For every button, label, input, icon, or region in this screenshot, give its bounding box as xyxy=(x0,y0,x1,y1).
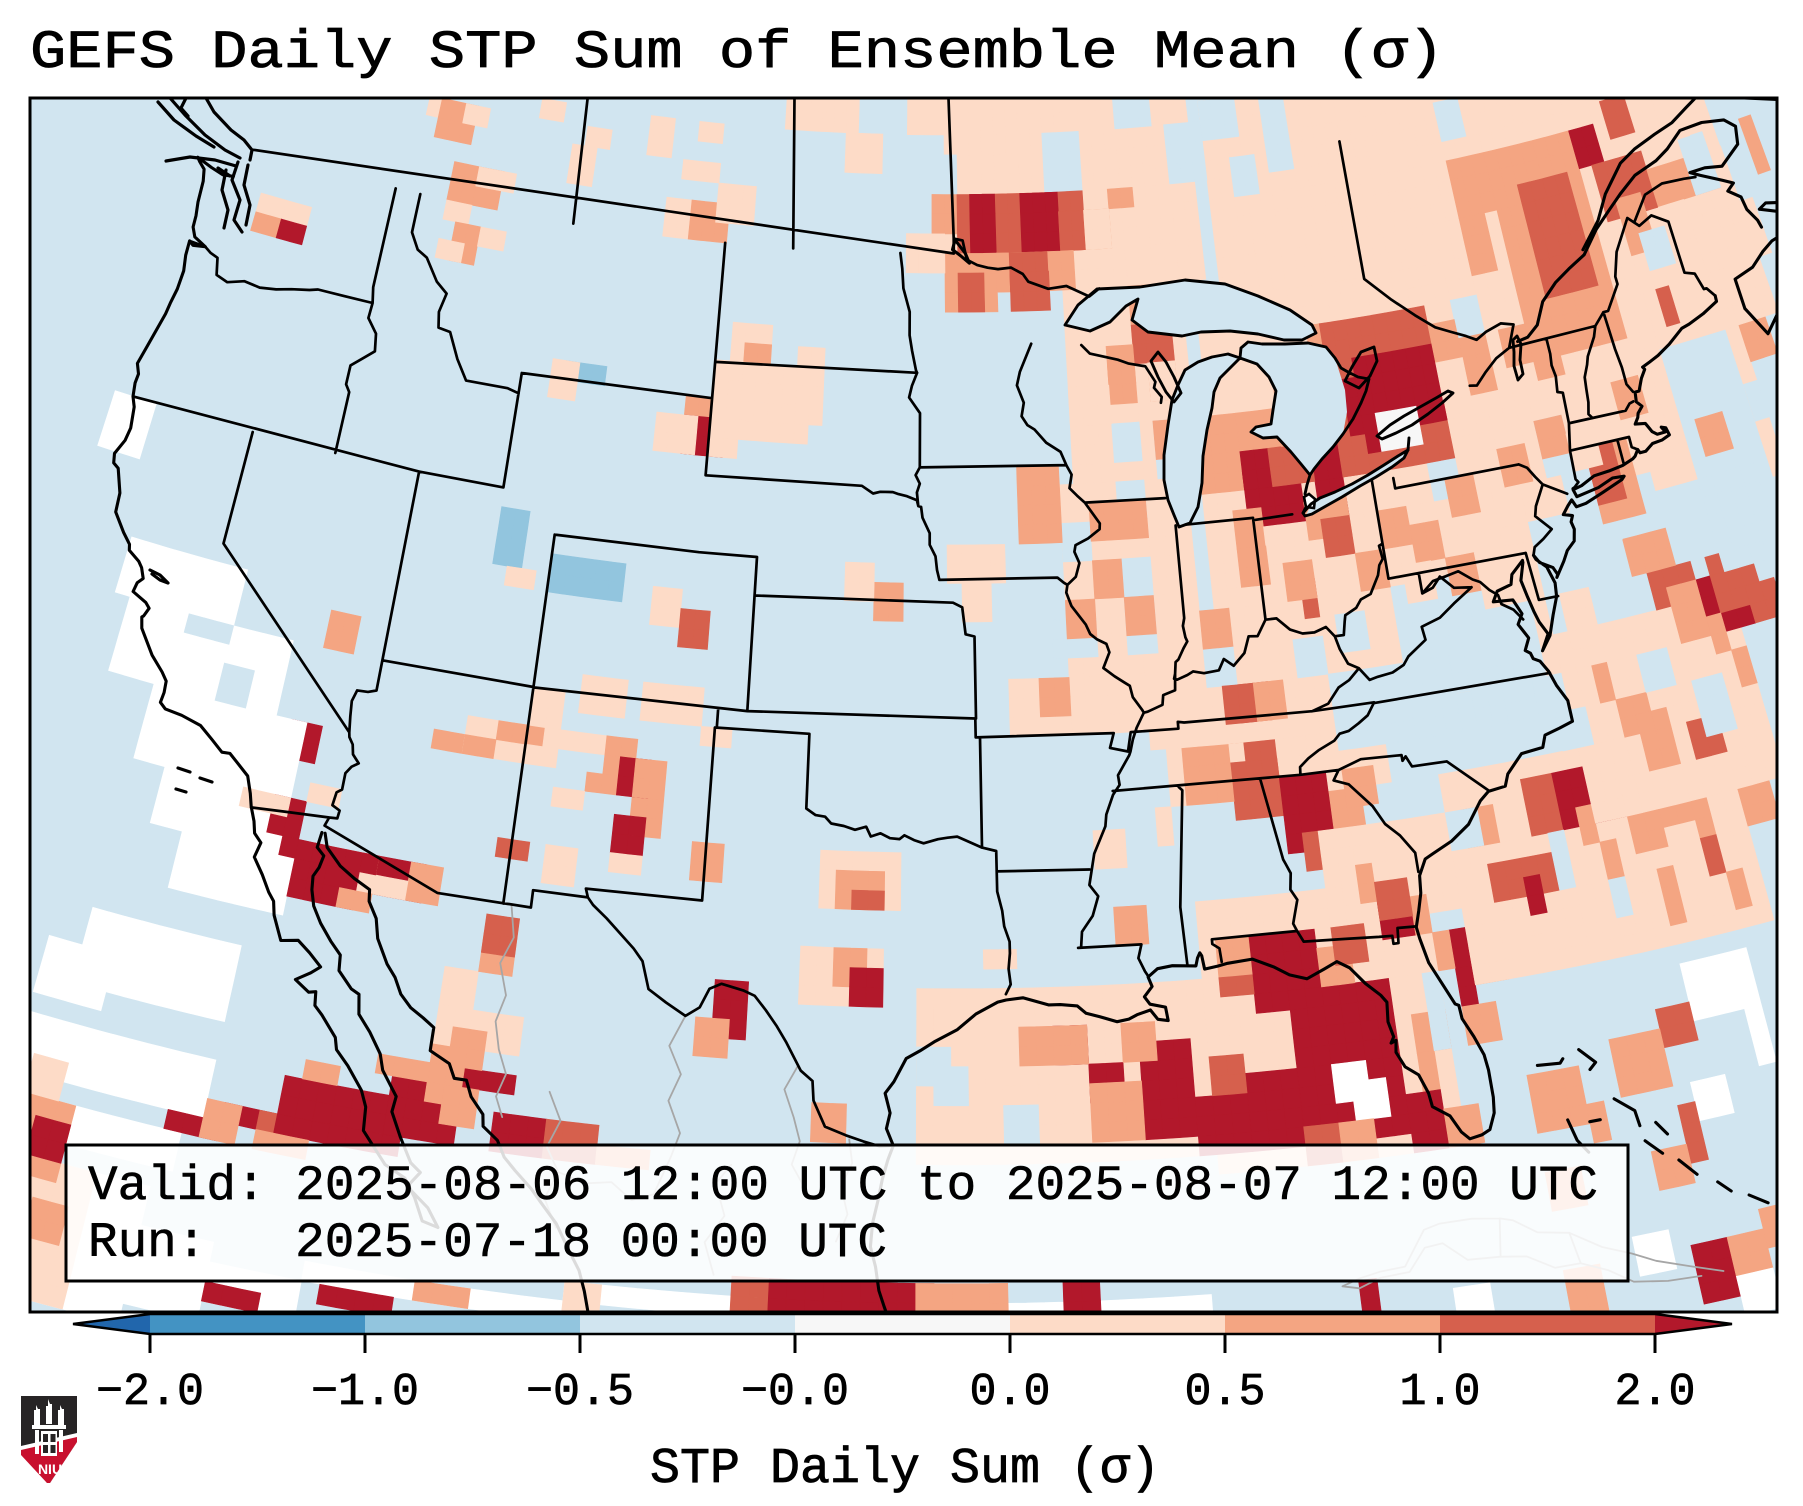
svg-text:STP Daily Sum (σ): STP Daily Sum (σ) xyxy=(650,1441,1160,1498)
svg-text:Run: 2025-07-18 00:00 UTC: Run: 2025-07-18 00:00 UTC xyxy=(88,1215,887,1271)
svg-text:1.0: 1.0 xyxy=(1399,1367,1480,1418)
svg-text:Valid: 2025-08-06 12:00 UTC to: Valid: 2025-08-06 12:00 UTC to 2025-08-0… xyxy=(88,1158,1598,1214)
svg-text:−0.5: −0.5 xyxy=(526,1367,634,1418)
svg-text:NIU: NIU xyxy=(38,1461,62,1477)
svg-text:−1.0: −1.0 xyxy=(311,1367,419,1418)
svg-text:−2.0: −2.0 xyxy=(96,1367,204,1418)
svg-text:0.5: 0.5 xyxy=(1184,1367,1265,1418)
svg-text:2.0: 2.0 xyxy=(1614,1367,1695,1418)
svg-text:GEFS Daily STP Sum of Ensemble: GEFS Daily STP Sum of Ensemble Mean (σ) xyxy=(30,23,1444,84)
svg-text:−0.0: −0.0 xyxy=(741,1367,849,1418)
svg-text:0.0: 0.0 xyxy=(969,1367,1050,1418)
